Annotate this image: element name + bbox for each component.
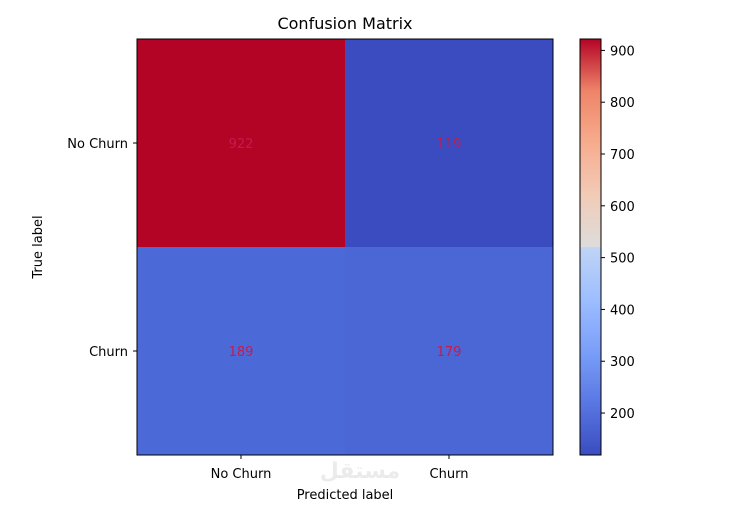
x-axis-ticks: No Churn Churn <box>211 455 469 482</box>
colorbar-tick-label: 800 <box>610 96 635 111</box>
colorbar-tick-label: 600 <box>610 200 635 215</box>
colorbar-tick-label: 700 <box>610 148 635 163</box>
watermark-logo: مستقل <box>320 459 400 484</box>
cell-value-1-0: 189 <box>229 345 254 360</box>
y-axis-ticks: No Churn Churn <box>67 137 137 360</box>
heatmap-cell-1-1 <box>345 247 553 455</box>
heatmap-cell-0-0 <box>137 39 345 247</box>
cell-value-0-1: 119 <box>437 137 462 152</box>
cell-value-1-1: 179 <box>437 345 462 360</box>
y-tick-label: Churn <box>89 345 128 360</box>
colorbar-tick-label: 200 <box>610 407 635 422</box>
cell-value-0-0: 922 <box>229 137 254 152</box>
x-axis-label: Predicted label <box>297 488 394 503</box>
heatmap-cells <box>137 39 553 455</box>
colorbar <box>579 38 602 456</box>
heatmap-cell-1-0 <box>137 247 345 455</box>
cell-value-labels: 922 119 189 179 <box>229 137 462 360</box>
plot-frame <box>136 38 554 456</box>
colorbar-tick-label: 900 <box>610 44 635 59</box>
x-tick-label: Churn <box>430 467 469 482</box>
chart-title: Confusion Matrix <box>277 14 412 33</box>
y-tick-label: No Churn <box>67 137 128 152</box>
colorbar-tick-label: 500 <box>610 252 635 267</box>
colorbar-ticks: 200 300 400 500 600 700 800 900 <box>601 44 635 422</box>
x-tick-label: No Churn <box>211 467 272 482</box>
y-axis-label: True label <box>31 215 46 279</box>
heatmap-cell-0-1 <box>345 39 553 247</box>
colorbar-tick-label: 300 <box>610 355 635 370</box>
colorbar-tick-label: 400 <box>610 303 635 318</box>
